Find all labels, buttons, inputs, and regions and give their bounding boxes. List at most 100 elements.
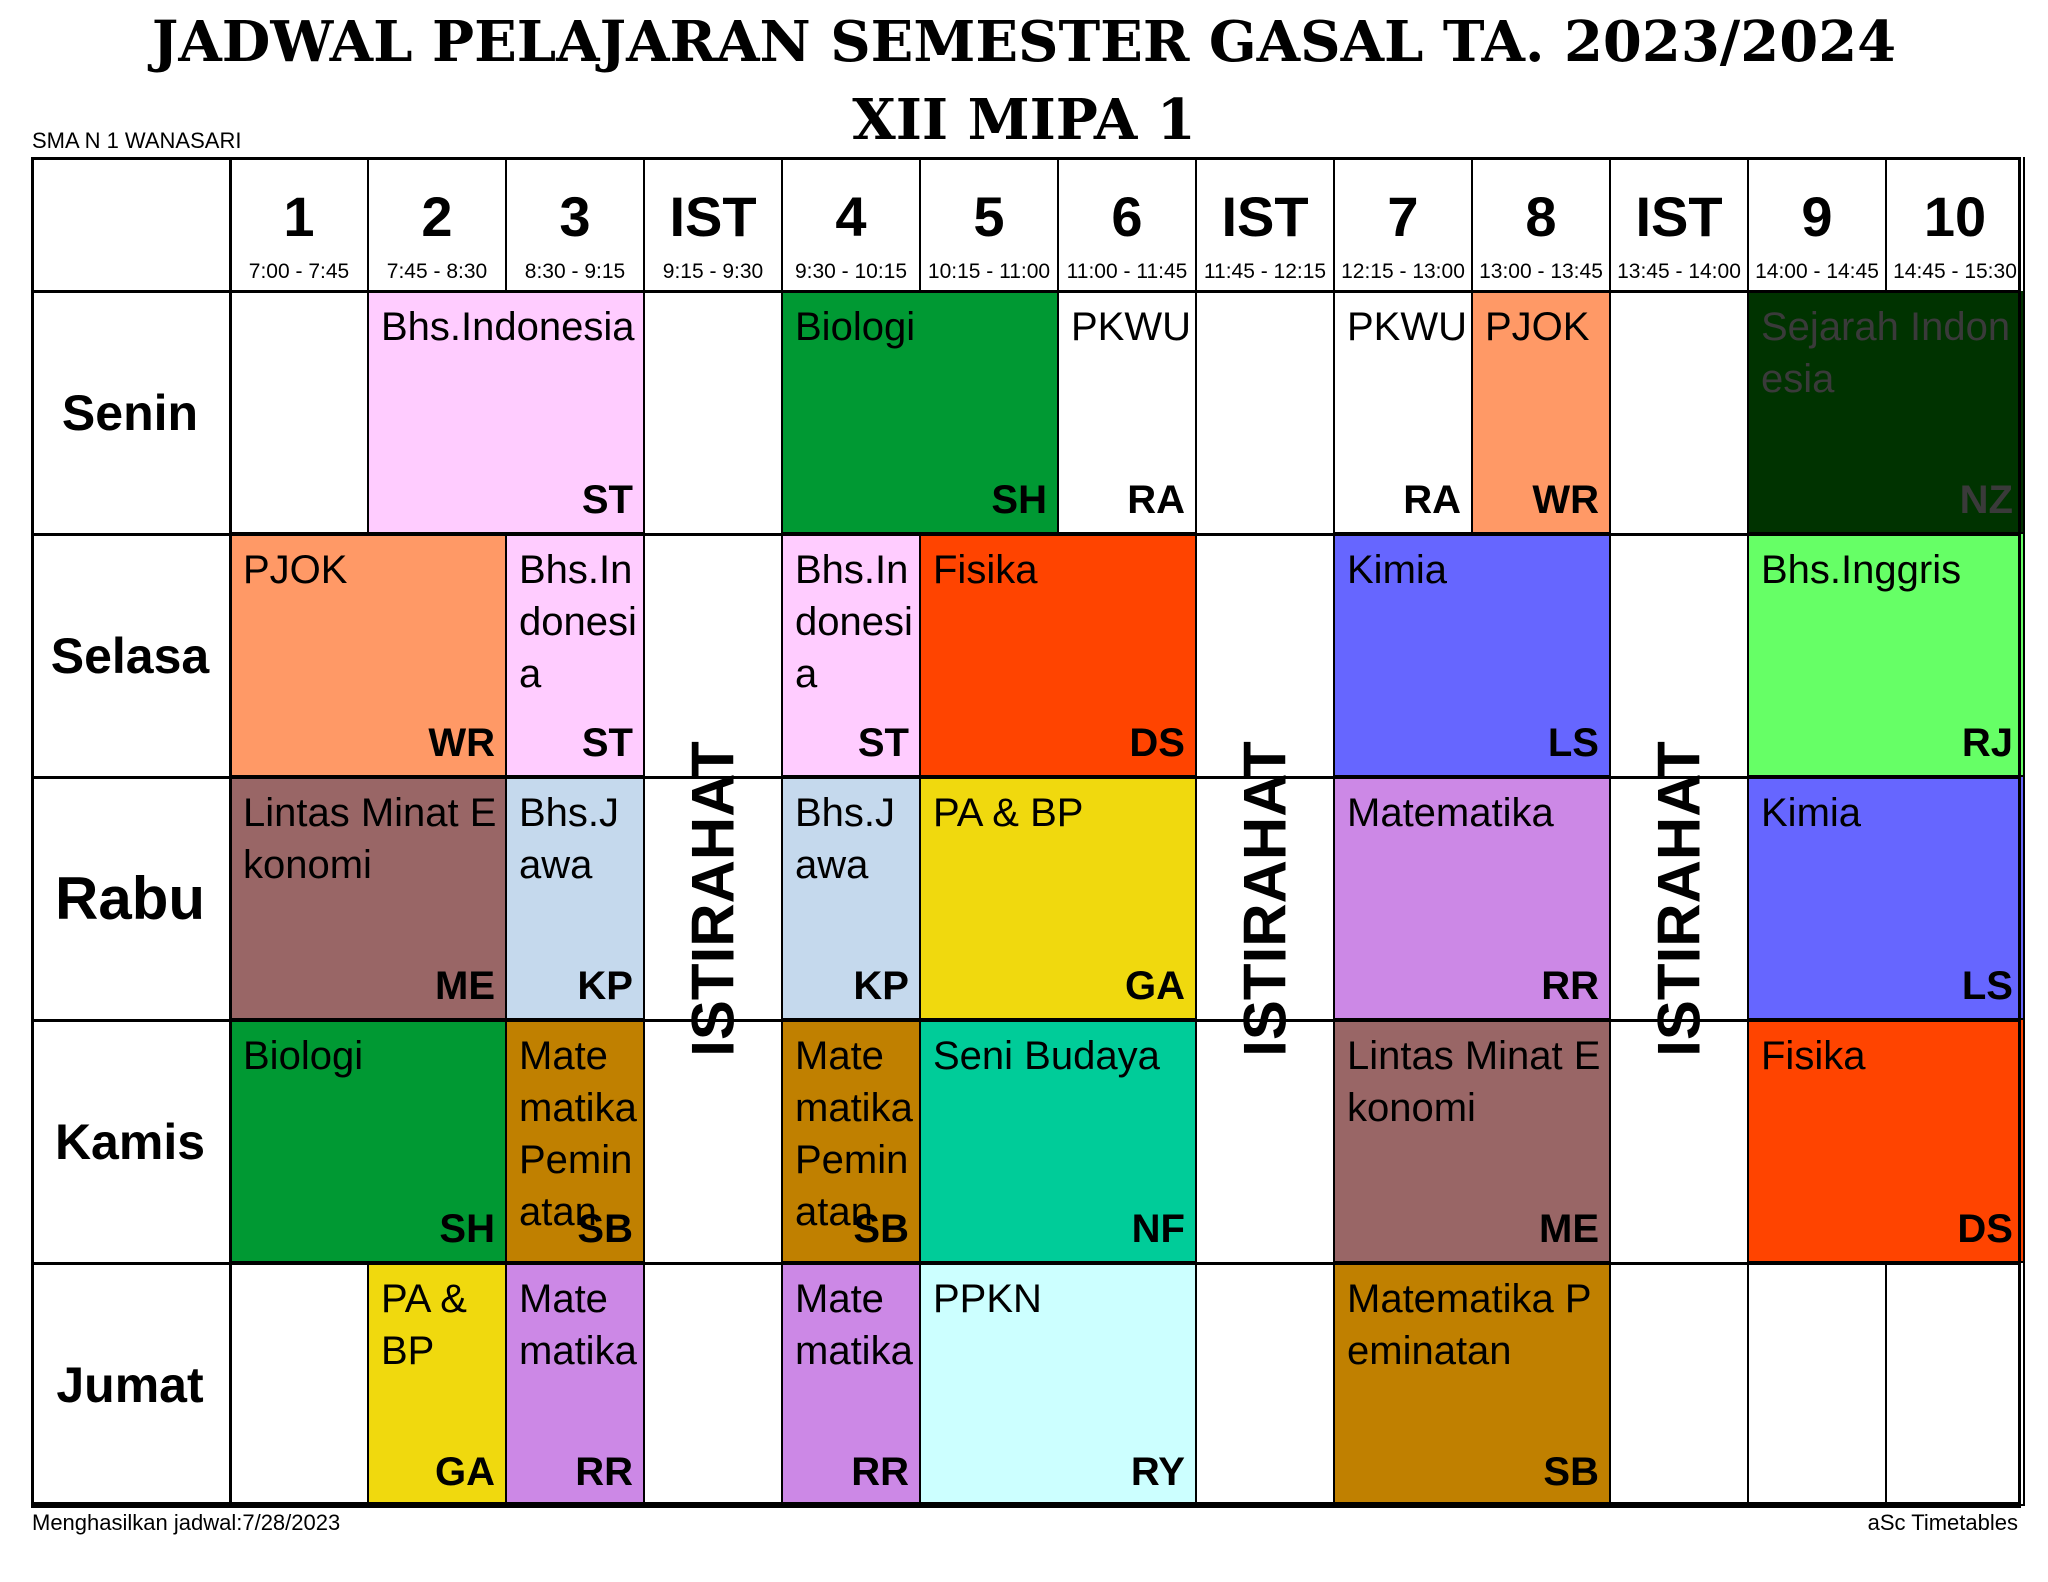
- lesson-seni-budaya[interactable]: Seni Budaya NF: [921, 1020, 1197, 1263]
- period-label: 6: [1111, 185, 1143, 248]
- day-label-selasa: Selasa: [31, 534, 231, 777]
- period-time: 9:30 - 10:15: [794, 260, 908, 283]
- lesson-subject: PKWU: [1071, 305, 1191, 349]
- period-label: IST: [669, 185, 757, 248]
- lesson-subject: Matematika Peminatan: [795, 1034, 913, 1234]
- lesson-bhs-jawa[interactable]: Bhs.Jawa KP: [507, 777, 645, 1020]
- lesson-matematika-peminatan[interactable]: Matematika Peminatan SB: [783, 1020, 921, 1263]
- lesson-teacher: ME: [435, 964, 495, 1008]
- lesson-pjok[interactable]: PJOK WR: [231, 534, 507, 777]
- period-header-8: IST 11:45 - 12:15: [1197, 157, 1335, 291]
- lesson-ppkn[interactable]: PPKN RY: [921, 1263, 1197, 1506]
- corner-cell: [31, 157, 231, 291]
- lesson-matematika-peminatan[interactable]: Matematika Peminatan SB: [507, 1020, 645, 1263]
- period-header-13: 10 14:45 - 15:30: [1887, 157, 2025, 291]
- lesson-teacher: SB: [1543, 1450, 1599, 1494]
- lesson-sejarah-indonesia[interactable]: Sejarah Indonesia NZ: [1749, 291, 2025, 534]
- lesson-teacher: SH: [439, 1207, 495, 1251]
- lesson-matematika[interactable]: Matematika RR: [1335, 777, 1611, 1020]
- lesson-teacher: NZ: [1959, 478, 2013, 522]
- period-label: 2: [421, 185, 453, 248]
- lesson-teacher: RR: [1541, 964, 1599, 1008]
- empty-slot: [1887, 1263, 2025, 1506]
- period-header-7: 6 11:00 - 11:45: [1059, 157, 1197, 291]
- lesson-subject: Biologi: [243, 1034, 364, 1078]
- lesson-teacher: KP: [577, 964, 633, 1008]
- lesson-subject: PJOK: [1485, 305, 1590, 349]
- lesson-subject: Bhs.Indonesia: [795, 548, 913, 696]
- lesson-teacher: NF: [1131, 1207, 1185, 1251]
- empty-slot: [231, 1263, 369, 1506]
- period-header-5: 4 9:30 - 10:15: [783, 157, 921, 291]
- period-time: 11:00 - 11:45: [1066, 260, 1188, 283]
- lesson-bhs-jawa[interactable]: Bhs.Jawa KP: [783, 777, 921, 1020]
- period-label: IST: [1221, 185, 1309, 248]
- lesson-subject: Matematika: [519, 1277, 637, 1373]
- lesson-pkwu[interactable]: PKWU RA: [1059, 291, 1197, 534]
- lesson-fisika[interactable]: Fisika DS: [1749, 1020, 2025, 1263]
- lesson-teacher: DS: [1957, 1207, 2013, 1251]
- timetable-grid: 1 7:00 - 7:45 2 7:45 - 8:30 3 8:30 - 9:15 IST 9…: [31, 157, 2025, 1508]
- row-separator: [31, 1505, 2021, 1508]
- break-label: ISTIRAHAT: [1645, 740, 1713, 1057]
- lesson-pa-bp[interactable]: PA & BP GA: [369, 1263, 507, 1506]
- day-label-rabu: Rabu: [31, 777, 231, 1020]
- lesson-lintas-minat-ekonomi[interactable]: Lintas Minat Ekonomi ME: [1335, 1020, 1611, 1263]
- period-time: 11:45 - 12:15: [1203, 260, 1327, 283]
- period-header-11: IST 13:45 - 14:00: [1611, 157, 1749, 291]
- generated-date: Menghasilkan jadwal:7/28/2023: [32, 1510, 341, 1535]
- period-time: 14:45 - 15:30: [1893, 260, 2017, 283]
- lesson-subject: PJOK: [243, 548, 348, 592]
- day-label-senin: Senin: [31, 291, 231, 534]
- period-time: 9:15 - 9:30: [662, 260, 764, 283]
- break-column: ISTIRAHAT: [1611, 291, 1749, 1506]
- lesson-subject: Bhs.Jawa: [795, 791, 896, 887]
- period-label: 4: [835, 185, 867, 248]
- lesson-teacher: RY: [1130, 1450, 1185, 1494]
- lesson-matematika[interactable]: Matematika RR: [783, 1263, 921, 1506]
- period-time: 13:45 - 14:00: [1617, 260, 1741, 283]
- lesson-pa-bp[interactable]: PA & BP GA: [921, 777, 1197, 1020]
- lesson-subject: PA & BP: [933, 791, 1084, 835]
- lesson-teacher: RR: [575, 1450, 633, 1494]
- lesson-teacher: LS: [1547, 721, 1599, 765]
- software-credit: aSc Timetables: [1867, 1510, 2018, 1535]
- lesson-teacher: ME: [1539, 1207, 1599, 1251]
- lesson-subject: Biologi: [795, 305, 916, 349]
- empty-slot: [231, 291, 369, 534]
- lesson-biologi[interactable]: Biologi SH: [783, 291, 1059, 534]
- lesson-bhs-indonesia[interactable]: Bhs.Indonesia ST: [783, 534, 921, 777]
- lesson-subject: PA & BP: [381, 1277, 467, 1373]
- period-header-10: 8 13:00 - 13:45: [1473, 157, 1611, 291]
- lesson-pjok[interactable]: PJOK WR: [1473, 291, 1611, 534]
- lesson-biologi[interactable]: Biologi SH: [231, 1020, 507, 1263]
- lesson-teacher: DS: [1129, 721, 1185, 765]
- lesson-teacher: WR: [428, 721, 495, 765]
- lesson-teacher: RA: [1127, 478, 1185, 522]
- period-time: 14:00 - 14:45: [1755, 260, 1879, 283]
- period-time: 10:15 - 11:00: [927, 260, 1051, 283]
- lesson-subject: Matematika: [795, 1277, 913, 1373]
- period-label: 3: [559, 185, 591, 248]
- lesson-teacher: RA: [1403, 478, 1461, 522]
- lesson-bhs-inggris[interactable]: Bhs.Inggris RJ: [1749, 534, 2025, 777]
- row-separator: [31, 1019, 2021, 1022]
- lesson-pkwu[interactable]: PKWU RA: [1335, 291, 1473, 534]
- lesson-matematika-peminatan[interactable]: Matematika Peminatan SB: [1335, 1263, 1611, 1506]
- lesson-bhs-indonesia[interactable]: Bhs.Indonesia ST: [507, 534, 645, 777]
- row-separator: [31, 776, 2021, 779]
- lesson-subject: Bhs.Indonesia: [381, 305, 635, 349]
- lesson-teacher: SB: [853, 1207, 909, 1251]
- lesson-bhs-indonesia[interactable]: Bhs.Indonesia ST: [369, 291, 645, 534]
- lesson-teacher: ST: [857, 721, 909, 765]
- lesson-lintas-minat-ekonomi[interactable]: Lintas Minat Ekonomi ME: [231, 777, 507, 1020]
- lesson-subject: PKWU: [1347, 305, 1467, 349]
- lesson-fisika[interactable]: Fisika DS: [921, 534, 1197, 777]
- lesson-teacher: LS: [1961, 964, 2013, 1008]
- lesson-teacher: ST: [581, 478, 633, 522]
- lesson-subject: Matematika Peminatan: [519, 1034, 637, 1234]
- lesson-kimia[interactable]: Kimia LS: [1335, 534, 1611, 777]
- lesson-kimia[interactable]: Kimia LS: [1749, 777, 2025, 1020]
- lesson-matematika[interactable]: Matematika RR: [507, 1263, 645, 1506]
- row-separator: [31, 533, 2021, 536]
